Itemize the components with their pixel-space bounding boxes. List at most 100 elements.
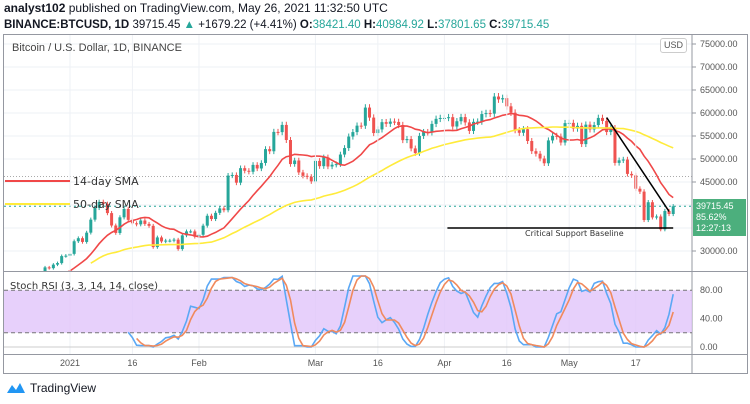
- price-label-value: 39715.45: [696, 201, 734, 211]
- candle-body: [392, 121, 396, 123]
- candle-body: [542, 158, 546, 164]
- x-tick-label: Mar: [308, 358, 324, 368]
- candle-body: [655, 216, 659, 218]
- candle-body: [413, 148, 417, 154]
- candle-body: [526, 129, 530, 142]
- candle-body: [513, 112, 517, 131]
- x-tick-label: 16: [127, 358, 137, 368]
- price-pane: [4, 43, 692, 279]
- candle-body: [80, 238, 84, 242]
- candle-body: [56, 263, 60, 265]
- candle-body: [480, 114, 484, 122]
- tradingview-logo-icon: [7, 383, 25, 393]
- candle-body: [671, 206, 675, 215]
- candle-body: [110, 213, 114, 226]
- y-tick-label: 60000.00: [700, 108, 738, 118]
- candle-body: [259, 162, 263, 169]
- currency-button[interactable]: USD: [660, 38, 688, 53]
- candle-body: [530, 141, 534, 152]
- candle-body: [347, 136, 351, 149]
- support-annotation: Critical Support Baseline: [525, 229, 624, 238]
- y-tick-label: 70000.00: [700, 62, 738, 72]
- stoch-d-line: [136, 275, 674, 348]
- author: analyst102: [4, 1, 66, 15]
- indicator-title: Stoch RSI (3, 3, 14, 14, close): [10, 281, 158, 292]
- candle-body: [492, 96, 496, 114]
- brand-name: TradingView: [30, 381, 97, 395]
- candle-body: [617, 160, 621, 163]
- y-tick-label: 65000.00: [700, 85, 738, 95]
- high-label: H:: [363, 19, 376, 31]
- candle-body: [621, 159, 625, 161]
- candle-body: [546, 140, 550, 164]
- tradingview-logo[interactable]: TradingView: [6, 381, 96, 395]
- candle-body: [164, 240, 168, 242]
- y-tick-label: 45000.00: [700, 177, 738, 187]
- candle-body: [309, 176, 313, 182]
- candle-body: [101, 201, 105, 204]
- x-tick-label: 17: [631, 358, 641, 368]
- sma14-line: [67, 112, 674, 271]
- candle-body: [659, 216, 663, 230]
- candle-body: [613, 128, 617, 163]
- candle-body: [251, 164, 255, 172]
- symbol: BINANCE:BTCUSD, 1D: [4, 19, 130, 31]
- candle-body: [184, 231, 188, 236]
- candle-body: [122, 208, 126, 218]
- candle-body: [39, 275, 42, 279]
- candle-body: [417, 135, 421, 154]
- candle-body: [180, 235, 184, 250]
- y-tick-label: 30000.00: [700, 246, 738, 256]
- candle-body: [476, 121, 480, 123]
- candle-body: [276, 131, 280, 133]
- candle-body: [596, 117, 600, 126]
- candle-body: [284, 124, 288, 141]
- candle-body: [47, 267, 51, 269]
- candle-body: [168, 240, 172, 242]
- candle-body: [451, 117, 455, 127]
- last-price: 39715.45: [132, 19, 181, 31]
- symbol-info: BINANCE:BTCUSD, 1D 39715.45 ▲ +1679.22 (…: [4, 18, 549, 32]
- candle-body: [630, 173, 634, 176]
- candle-body: [563, 123, 567, 143]
- rsi-tick-label: 40.00: [700, 314, 723, 324]
- stoch-rsi-pane: [4, 274, 692, 348]
- candle-body: [230, 174, 234, 176]
- bar-countdown: 12:27:13: [696, 223, 732, 233]
- candle-body: [517, 130, 521, 133]
- candle-body: [214, 212, 218, 220]
- candle-body: [205, 215, 209, 226]
- candle-body: [584, 124, 588, 145]
- candle-body: [401, 125, 405, 141]
- x-tick-label: Feb: [191, 358, 207, 368]
- candle-body: [571, 122, 575, 129]
- candle-body: [243, 168, 247, 171]
- x-tick-label: May: [561, 358, 579, 368]
- candle-body: [239, 168, 243, 183]
- candle-body: [301, 172, 305, 176]
- candle-body: [609, 128, 613, 133]
- candle-body: [551, 135, 555, 141]
- candle-body: [293, 160, 297, 165]
- candle-body: [89, 219, 93, 233]
- candle-body: [222, 208, 226, 211]
- close-value: 39715.45: [501, 19, 550, 31]
- candle-body: [288, 140, 292, 165]
- chart-frame: [3, 34, 748, 374]
- price-label-percent: 85.62%: [696, 212, 727, 222]
- candle-body: [509, 106, 513, 113]
- candle-body: [559, 136, 563, 143]
- candle-body: [388, 121, 392, 124]
- candle-body: [326, 157, 330, 167]
- publish-info: analyst102 published on TradingView.com,…: [4, 1, 388, 15]
- candle-body: [193, 231, 197, 237]
- candle-body: [118, 217, 122, 233]
- candle-body: [447, 117, 451, 119]
- sma50-line: [90, 126, 674, 264]
- rsi-tick-label: 0.00: [700, 342, 718, 352]
- candle-body: [538, 153, 542, 159]
- x-tick-label: Apr: [437, 358, 451, 368]
- candle-body: [264, 149, 268, 163]
- candle-body: [97, 201, 101, 208]
